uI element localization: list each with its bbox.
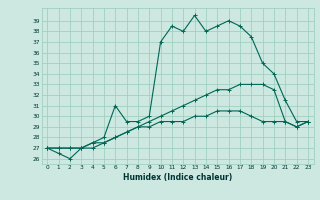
- X-axis label: Humidex (Indice chaleur): Humidex (Indice chaleur): [123, 173, 232, 182]
